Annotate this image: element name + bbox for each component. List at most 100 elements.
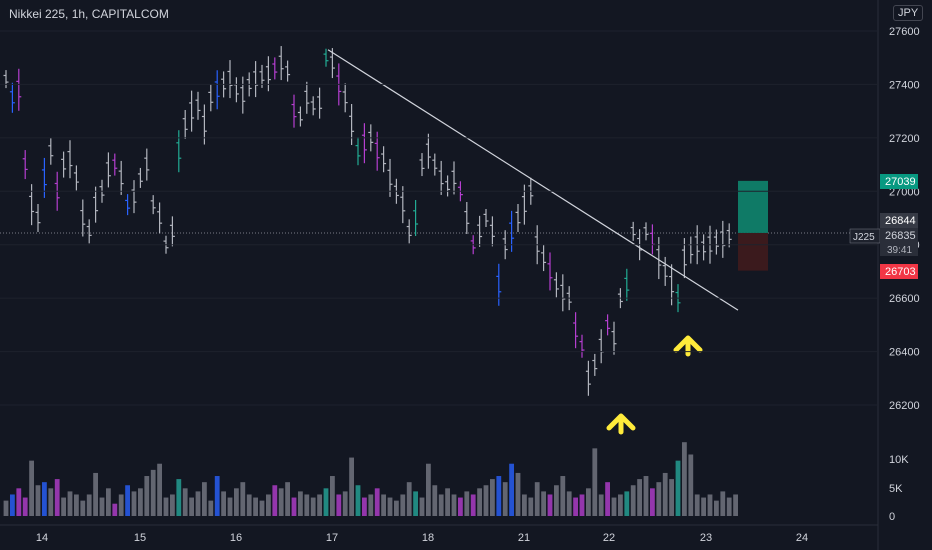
volume-bar [240, 482, 246, 516]
volume-bar [304, 494, 310, 516]
volume-bar [221, 491, 226, 516]
volume-bar [650, 488, 655, 516]
volume-pane [3, 442, 738, 516]
volume-bar [432, 485, 438, 516]
chart-title: Nikkei 225, 1h, CAPITALCOM [9, 7, 169, 21]
ohlc-bar [656, 237, 662, 280]
volume-bar [176, 479, 182, 516]
volume-bar [163, 497, 169, 516]
volume-bar [285, 482, 290, 516]
ohlc-bar [131, 180, 137, 214]
ohlc-bar [272, 57, 278, 80]
volume-bar [182, 488, 188, 516]
ohlc-bar [400, 186, 406, 224]
volume-bar [323, 488, 329, 516]
ohlc-bar [496, 263, 502, 306]
ohlc-bar [701, 234, 707, 261]
volume-bar [496, 476, 502, 516]
ohlc-bar [182, 110, 188, 139]
time-tick-label: 15 [134, 532, 146, 544]
entry-price-label: 26844 [885, 215, 916, 227]
volume-bar [208, 500, 214, 516]
volume-bar [374, 488, 380, 516]
volume-bar [35, 485, 41, 516]
volume-bar [733, 494, 738, 516]
trendline[interactable] [327, 49, 739, 311]
volume-bar [234, 488, 239, 516]
volume-bar [29, 460, 34, 516]
volume-bar [419, 497, 425, 516]
long-position-tool[interactable] [738, 180, 768, 271]
ohlc-bar [9, 82, 15, 113]
volume-bar [714, 500, 719, 516]
ohlc-bar [105, 152, 111, 188]
last-price-label: 26835 [885, 230, 916, 242]
ohlc-bar [297, 106, 303, 127]
volume-bar [438, 494, 444, 516]
ohlc-bar [137, 167, 143, 188]
volume-bar [464, 491, 470, 516]
ohlc-bar [48, 137, 54, 165]
volume-bar [22, 497, 28, 516]
volume-bar [10, 494, 15, 516]
volume-bar [490, 479, 495, 516]
currency-button[interactable]: JPY [893, 5, 924, 21]
ohlc-bar [541, 245, 547, 272]
price-tick-label: 26400 [889, 347, 920, 359]
price-tick-label: 27200 [889, 133, 920, 145]
volume-bar [272, 485, 278, 516]
volume-bar [125, 485, 130, 516]
ohlc-bar [643, 222, 649, 241]
volume-bar [701, 497, 706, 516]
symbol-label: J225 [853, 232, 875, 243]
volume-bar [682, 442, 687, 516]
volume-bar [118, 494, 124, 516]
volume-bar [16, 488, 22, 516]
ohlc-bar [150, 195, 156, 215]
volume-bar [707, 494, 713, 516]
volume-bar [688, 454, 694, 516]
volume-bar [560, 476, 566, 516]
volume-bar [86, 494, 92, 516]
time-axis[interactable]: 14 15 16 17 18 21 22 23 24 [36, 532, 808, 544]
volume-bar [99, 497, 105, 516]
bar-countdown: 39:41 [887, 245, 912, 256]
volume-bar [253, 497, 258, 516]
volume-bar [170, 494, 175, 516]
volume-bar [573, 497, 578, 516]
volume-bar [381, 494, 386, 516]
volume-tick-label: 5K [889, 483, 903, 495]
price-axis[interactable]: 2620026400266002680027000272002740027600 [0, 26, 920, 412]
ohlc-bars [0, 46, 878, 396]
volume-bar [330, 476, 335, 516]
ohlc-bar [125, 194, 131, 216]
time-tick-label: 18 [422, 532, 434, 544]
ohlc-bar [35, 204, 41, 232]
ohlc-bar [425, 133, 431, 169]
ohlc-bar [214, 70, 220, 110]
ohlc-bar [67, 140, 73, 179]
volume-bar [42, 482, 47, 516]
volume-bar [3, 500, 9, 516]
ohlc-bar [157, 202, 163, 234]
price-tick-label: 27600 [889, 26, 920, 38]
volume-bar [579, 494, 585, 516]
volume-bar [189, 497, 194, 516]
time-tick-label: 24 [796, 532, 808, 544]
volume-bar [637, 479, 642, 516]
target-price-label: 27039 [885, 176, 916, 188]
ohlc-bar [169, 216, 175, 247]
volume-bar [336, 494, 342, 516]
ohlc-bar [285, 60, 291, 82]
ohlc-bar [381, 146, 387, 173]
volume-bar [592, 448, 598, 516]
ohlc-bar [489, 216, 495, 247]
volume-bar [227, 497, 233, 516]
volume-bar [61, 497, 66, 516]
arrow-up-icon[interactable] [606, 413, 636, 435]
stop-price-tag [880, 264, 918, 279]
entry-price-tag [880, 213, 918, 228]
descending-trendline[interactable] [327, 49, 739, 311]
